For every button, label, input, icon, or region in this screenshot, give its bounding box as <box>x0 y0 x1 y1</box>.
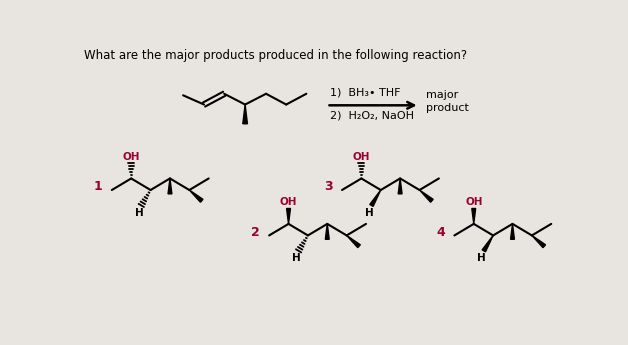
Text: 3: 3 <box>324 180 333 194</box>
Polygon shape <box>243 105 247 124</box>
Polygon shape <box>370 190 381 206</box>
Polygon shape <box>482 235 493 252</box>
Polygon shape <box>168 178 172 194</box>
Polygon shape <box>511 224 514 239</box>
Text: major
product: major product <box>426 90 468 113</box>
Text: OH: OH <box>465 197 482 207</box>
Text: H: H <box>134 208 143 218</box>
Text: OH: OH <box>280 197 297 207</box>
Text: OH: OH <box>122 151 140 161</box>
Text: 1: 1 <box>94 180 102 194</box>
Polygon shape <box>398 178 402 194</box>
Polygon shape <box>286 208 291 224</box>
Text: What are the major products produced in the following reaction?: What are the major products produced in … <box>84 49 467 62</box>
Polygon shape <box>532 235 546 248</box>
Text: 2)  H₂O₂, NaOH: 2) H₂O₂, NaOH <box>330 111 414 121</box>
Polygon shape <box>189 190 203 202</box>
Text: H: H <box>477 253 486 263</box>
Polygon shape <box>472 208 475 224</box>
Text: H: H <box>365 208 374 218</box>
Text: H: H <box>292 253 301 263</box>
Text: 4: 4 <box>436 226 445 239</box>
Text: 2: 2 <box>251 226 260 239</box>
Polygon shape <box>347 235 360 248</box>
Polygon shape <box>325 224 329 239</box>
Polygon shape <box>420 190 433 202</box>
Text: OH: OH <box>353 151 370 161</box>
Text: 1)  BH₃• THF: 1) BH₃• THF <box>330 88 401 98</box>
